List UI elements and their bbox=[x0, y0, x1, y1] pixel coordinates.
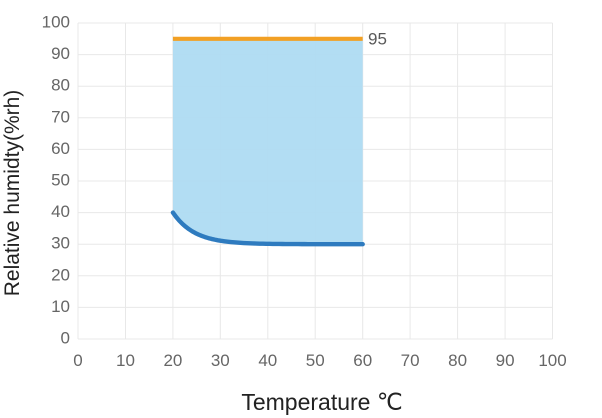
svg-text:30: 30 bbox=[211, 351, 230, 370]
svg-text:0: 0 bbox=[73, 351, 82, 370]
svg-text:60: 60 bbox=[353, 351, 372, 370]
svg-text:50: 50 bbox=[306, 351, 325, 370]
svg-text:100: 100 bbox=[538, 351, 566, 370]
svg-text:95: 95 bbox=[368, 30, 387, 49]
svg-text:80: 80 bbox=[448, 351, 467, 370]
svg-text:70: 70 bbox=[51, 107, 70, 126]
svg-text:80: 80 bbox=[51, 76, 70, 95]
svg-text:Temperature ℃: Temperature ℃ bbox=[241, 389, 402, 415]
svg-text:90: 90 bbox=[51, 44, 70, 63]
svg-text:Relative humidty(%rh): Relative humidty(%rh) bbox=[1, 90, 24, 297]
svg-text:10: 10 bbox=[51, 297, 70, 316]
svg-text:70: 70 bbox=[401, 351, 420, 370]
svg-text:50: 50 bbox=[51, 170, 70, 189]
svg-text:40: 40 bbox=[258, 351, 277, 370]
svg-text:20: 20 bbox=[51, 265, 70, 284]
svg-text:30: 30 bbox=[51, 234, 70, 253]
svg-text:20: 20 bbox=[163, 351, 182, 370]
svg-text:60: 60 bbox=[51, 139, 70, 158]
svg-text:100: 100 bbox=[42, 12, 70, 31]
svg-text:90: 90 bbox=[496, 351, 515, 370]
svg-text:0: 0 bbox=[61, 328, 70, 347]
svg-text:40: 40 bbox=[51, 202, 70, 221]
svg-text:10: 10 bbox=[116, 351, 135, 370]
